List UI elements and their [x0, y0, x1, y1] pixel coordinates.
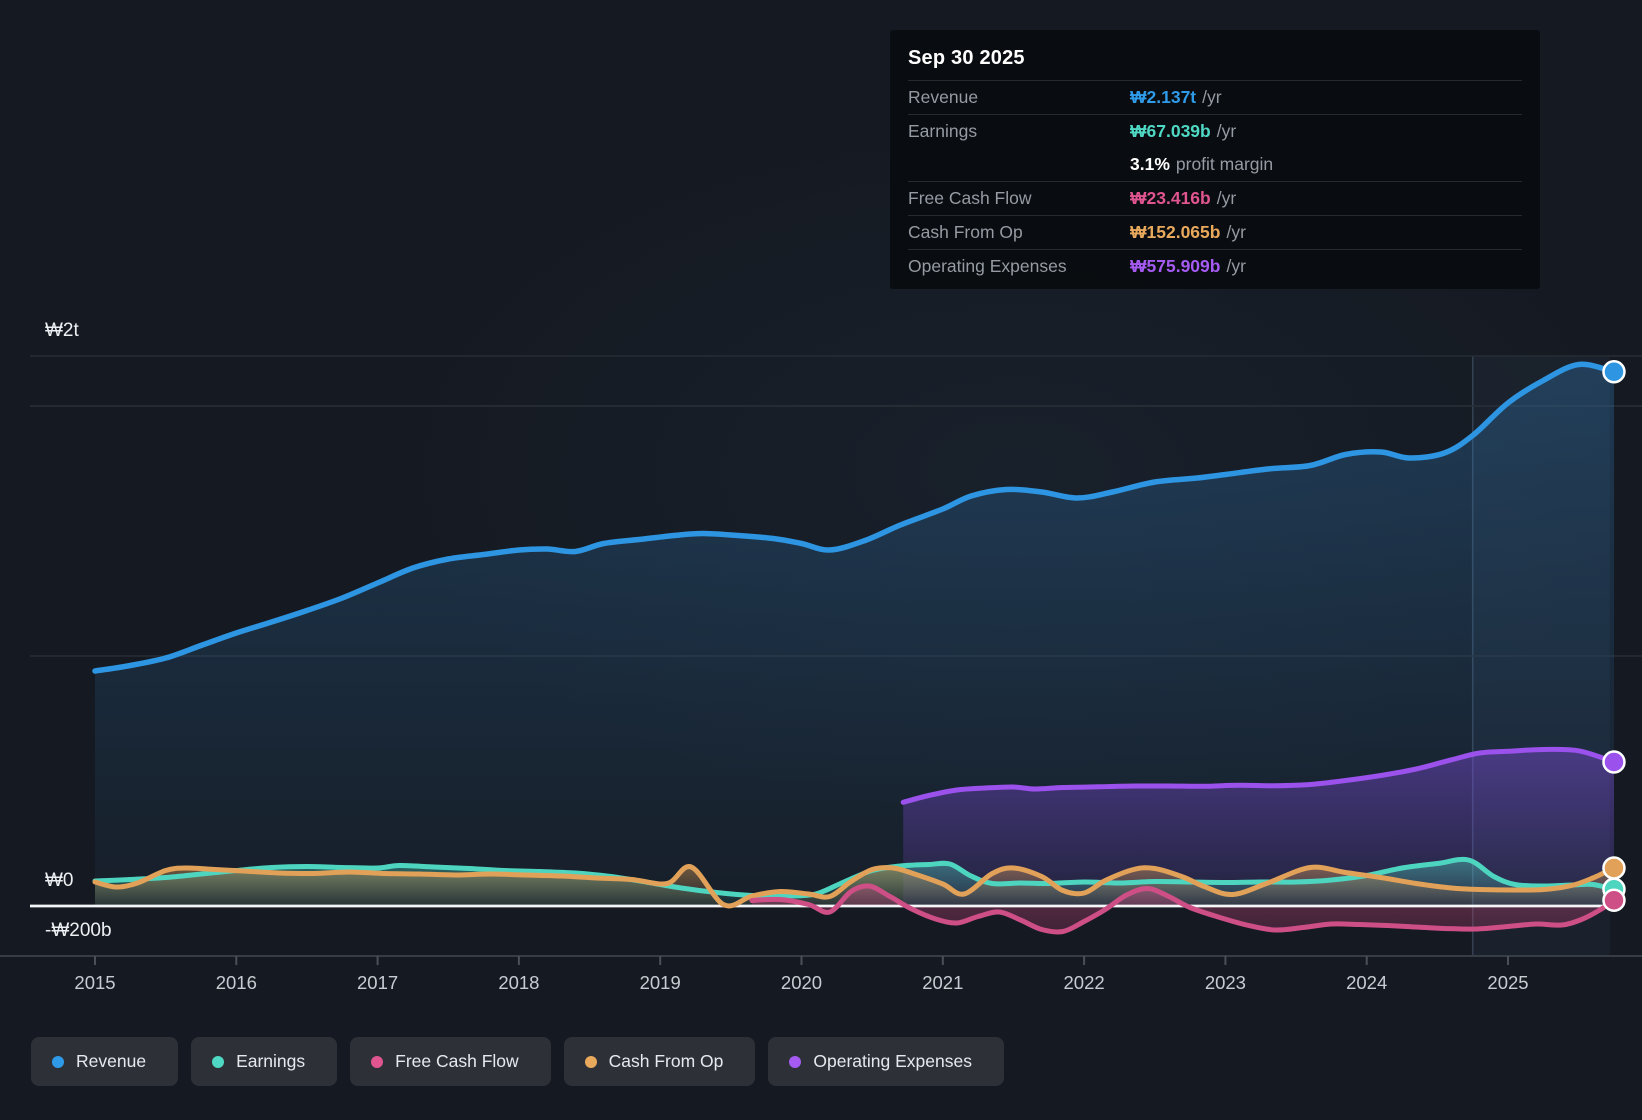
- tooltip-row-cashop: Cash From Op ₩152.065b/yr: [908, 215, 1522, 249]
- opex-line: [900, 746, 1617, 805]
- x-tick-label: 2019: [640, 972, 681, 993]
- y-axis-label: ₩2t: [45, 320, 80, 341]
- legend-item-label: Operating Expenses: [813, 1051, 972, 1071]
- x-tick-label: 2021: [922, 972, 963, 993]
- tooltip-row-value: ₩23.416b: [1130, 188, 1211, 208]
- revenue-line: [92, 361, 1617, 674]
- tooltip-row-value: ₩2.137t: [1130, 87, 1197, 107]
- earnings-legend-dot-icon: [212, 1055, 225, 1068]
- tooltip-row-suffix: /yr: [1216, 121, 1237, 141]
- fcf-legend-dot-icon: [371, 1055, 384, 1068]
- tooltip-row-opex: Operating Expenses ₩575.909b/yr: [908, 249, 1522, 283]
- chart-legend: Revenue Earnings Free Cash Flow Cash From O…: [31, 1037, 1004, 1086]
- opex-legend-dot-icon: [789, 1055, 802, 1068]
- cashop-line: [92, 864, 1617, 909]
- x-tick-label: 2025: [1487, 972, 1528, 993]
- revenue-area: [95, 364, 1614, 906]
- revenue-legend-dot-icon: [52, 1055, 64, 1068]
- fcf-area: [752, 885, 1614, 933]
- tooltip-row-fcf: Free Cash Flow ₩23.416b/yr: [908, 181, 1522, 215]
- tooltip-row-suffix: /yr: [1202, 87, 1222, 107]
- tooltip-row-value: ₩152.065b: [1130, 222, 1221, 242]
- tooltip-row-suffix: /yr: [1226, 222, 1246, 242]
- x-tick-label: 2016: [216, 972, 257, 993]
- legend-item-free-cash-flow[interactable]: Free Cash Flow: [350, 1037, 551, 1086]
- legend-item-revenue[interactable]: Revenue: [31, 1037, 179, 1086]
- legend-item-label: Cash From Op: [608, 1051, 724, 1071]
- x-tick-label: 2022: [1064, 972, 1105, 993]
- tooltip-row-value: ₩575.909b: [1130, 256, 1221, 276]
- tooltip-row-label: Earnings: [908, 121, 978, 141]
- tooltip-row-revenue: Revenue ₩2.137t/yr: [908, 80, 1522, 114]
- tooltip-rows: Revenue ₩2.137t/yr Earnings ₩67.039b/yr 3.1%…: [908, 80, 1522, 283]
- x-tick-label: 2020: [781, 972, 822, 993]
- x-tick-label: 2024: [1346, 972, 1387, 993]
- tooltip-row-suffix: /yr: [1216, 188, 1237, 208]
- revenue-latest-marker: [1602, 360, 1626, 384]
- fcf-latest-marker: [1602, 888, 1626, 912]
- tooltip-card: Sep 30 2025 Revenue ₩2.137t/yr Earnings ₩67…: [890, 30, 1540, 289]
- tooltip-row-label: Cash From Op: [908, 222, 1023, 242]
- legend-item-cash-from-op[interactable]: Cash From Op: [563, 1037, 756, 1086]
- profit-margin-row: 3.1% profit margin: [908, 148, 1522, 181]
- tooltip-row-label: Free Cash Flow: [908, 188, 1032, 208]
- x-tick-label: 2015: [74, 972, 115, 993]
- tooltip-date: Sep 30 2025: [908, 47, 1025, 69]
- legend-item-label: Free Cash Flow: [395, 1051, 519, 1071]
- earnings-line: [92, 856, 1617, 899]
- tooltip-row-value: 3.1%: [1130, 154, 1170, 174]
- tooltip-row-earnings: Earnings ₩67.039b/yr: [908, 114, 1522, 148]
- tooltip-row-label: Operating Expenses: [908, 256, 1067, 276]
- tooltip-row-label: Revenue: [908, 87, 979, 107]
- x-tick-label: 2018: [498, 972, 539, 993]
- y-axis-label: ₩0: [45, 870, 74, 891]
- y-axis-label: -₩200b: [45, 920, 112, 941]
- legend-item-label: Revenue: [76, 1051, 147, 1071]
- tooltip-row-suffix: profit margin: [1175, 154, 1274, 174]
- fcf-line: [749, 883, 1617, 935]
- cashop-latest-marker: [1602, 856, 1626, 880]
- legend-item-earnings[interactable]: Earnings: [191, 1037, 338, 1086]
- x-tick-label: 2023: [1205, 972, 1246, 993]
- opex-latest-marker: [1602, 750, 1626, 774]
- legend-item-operating-expenses[interactable]: Operating Expenses: [768, 1037, 1004, 1086]
- x-tick-label: 2017: [357, 972, 398, 993]
- cashop-legend-dot-icon: [584, 1055, 597, 1068]
- tooltip-row-value: ₩67.039b: [1130, 121, 1211, 141]
- tooltip-row-suffix: /yr: [1226, 256, 1246, 276]
- legend-item-label: Earnings: [236, 1051, 306, 1071]
